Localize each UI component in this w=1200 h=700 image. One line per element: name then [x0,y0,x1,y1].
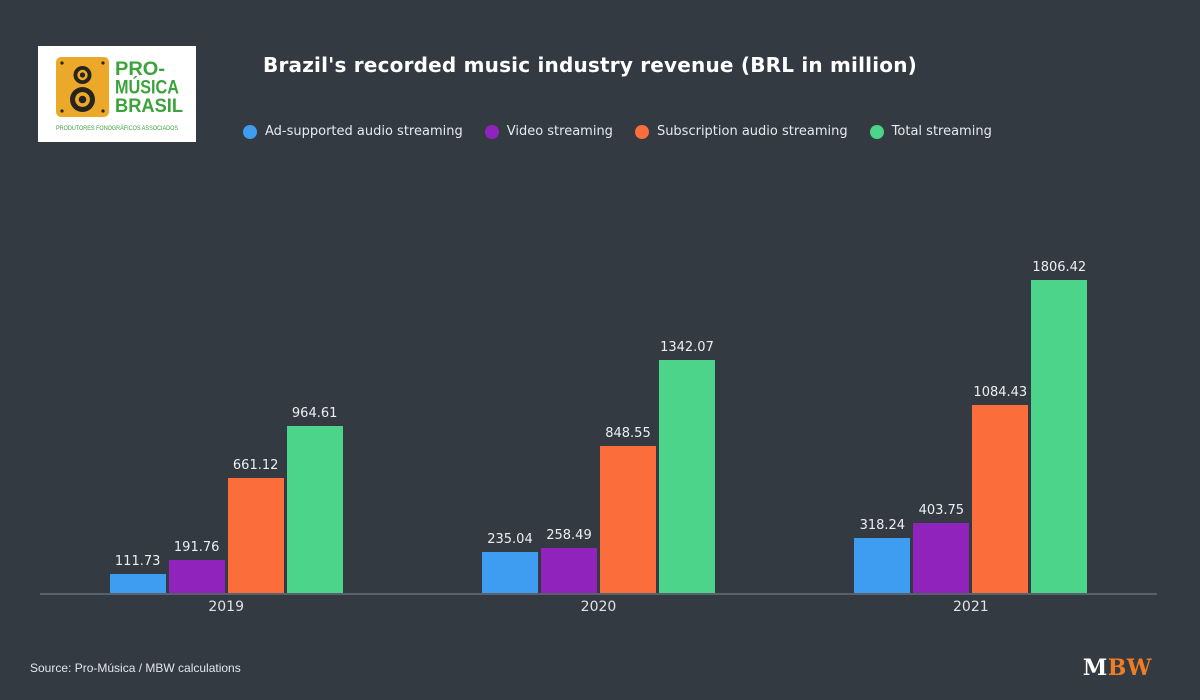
x-axis-labels: 2019 2020 2021 [40,599,1157,615]
bar-value-label: 318.24 [859,518,906,533]
legend-dot-icon [243,124,257,139]
chart-title: Brazil's recorded music industry revenue… [263,53,917,77]
bar [1031,280,1088,593]
bar-value-label: 111.73 [114,554,161,569]
bar [913,523,970,593]
source-note: Source: Pro-Música / MBW calculations [30,661,241,675]
bar [540,548,597,593]
bar-column: 235.04 [481,532,538,593]
svg-text:PRODUTORES FONOGRÁFICOS ASSOCI: PRODUTORES FONOGRÁFICOS ASSOCIADOS [56,123,178,132]
x-axis-label: 2019 [208,599,244,615]
bar-value-label: 403.75 [918,503,965,518]
legend-dot-icon [869,124,884,139]
bar-column: 1342.07 [658,340,715,593]
legend-item: Video streaming [484,124,613,139]
bar-column: 661.12 [227,458,284,593]
bar [286,426,343,593]
bar-column: 403.75 [913,503,970,593]
bar-value-label: 258.49 [546,528,592,543]
bar-group-2021: 318.24 403.75 1084.43 1806.42 [785,253,1157,593]
x-axis-label: 2020 [580,599,617,615]
legend: Ad-supported audio streaming Video stream… [243,124,992,139]
bar [227,478,284,593]
bar [972,405,1029,593]
mbw-logo: MBW [1083,655,1152,681]
legend-item: Ad-supported audio streaming [243,124,463,139]
bar-value-label: 964.61 [291,406,338,421]
bar [658,360,715,593]
bar-column: 964.61 [286,406,343,593]
legend-item: Total streaming [869,124,992,139]
svg-text:PRO-: PRO- [115,59,165,80]
bar-column: 258.49 [540,528,597,593]
mbw-logo-m: M [1082,655,1108,681]
mbw-logo-bw: BW [1107,655,1152,681]
bar-group-2019: 111.73 191.76 661.12 964.61 [40,253,412,593]
bar [168,560,225,593]
bar [481,552,538,593]
svg-text:MÚSICA: MÚSICA [115,77,179,99]
bar-value-label: 191.76 [173,540,220,555]
legend-item: Subscription audio streaming [634,124,848,139]
legend-label: Total streaming [891,124,992,139]
bar [109,574,166,593]
legend-label: Video streaming [506,124,613,139]
legend-dot-icon [634,124,649,139]
legend-label: Subscription audio streaming [656,124,848,139]
bar-column: 848.55 [599,426,656,593]
speaker-icon: PRO- MÚSICA BRASIL PRODUTORES FONOGRÁFIC… [38,46,196,142]
bar-value-label: 661.12 [232,458,279,473]
legend-dot-icon [484,124,499,139]
bar-column: 1806.42 [1031,260,1088,593]
bar [599,446,656,593]
x-axis-label: 2021 [953,599,989,615]
plot-area: 111.73 191.76 661.12 964.61 235.04 258.49 848.… [40,253,1157,595]
svg-text:BRASIL: BRASIL [115,96,183,117]
bar-column: 191.76 [168,540,225,593]
pro-musica-brasil-logo: PRO- MÚSICA BRASIL PRODUTORES FONOGRÁFIC… [38,46,196,142]
bar-column: 318.24 [854,518,911,593]
bar-value-label: 848.55 [605,426,651,441]
bar-column: 1084.43 [972,385,1029,593]
bar-column: 111.73 [109,554,166,593]
bar-value-label: 235.04 [487,532,533,547]
bar-value-label: 1342.07 [660,340,714,355]
bar-value-label: 1806.42 [1032,260,1087,275]
bar [854,538,911,593]
bar-value-label: 1084.43 [973,385,1028,400]
legend-label: Ad-supported audio streaming [265,124,463,139]
bar-group-2020: 235.04 258.49 848.55 1342.07 [412,253,784,593]
